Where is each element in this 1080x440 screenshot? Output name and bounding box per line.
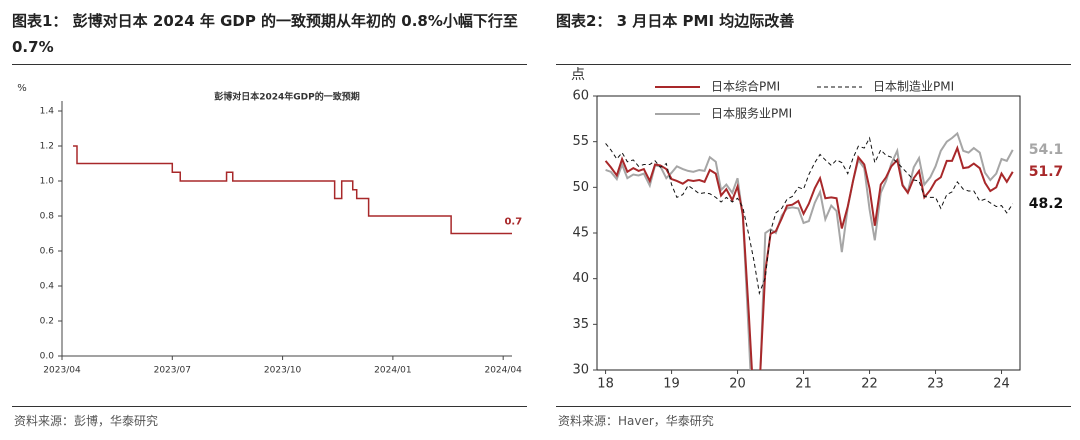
source-note: 资料来源：Haver，华泰研究 <box>558 414 714 428</box>
x-tick-label: 23 <box>927 377 944 392</box>
legend-label: 日本服务业PMI <box>711 106 792 121</box>
y-tick-label: 45 <box>572 226 589 241</box>
y-tick-label: 1.4 <box>40 107 55 117</box>
x-tick-label: 2024/04 <box>484 366 522 376</box>
y-axis-label: 点 <box>571 67 585 83</box>
x-tick-label: 21 <box>795 377 812 392</box>
x-tick-label: 20 <box>729 377 746 392</box>
x-tick-label: 2024/01 <box>374 366 411 376</box>
y-tick-label: 40 <box>572 271 589 286</box>
source-note: 资料来源：彭博，华泰研究 <box>14 414 159 428</box>
legend-label: 日本综合PMI <box>711 79 780 94</box>
y-tick-label: 60 <box>572 89 589 104</box>
x-tick-label: 18 <box>597 377 614 392</box>
header-rule <box>556 64 1071 65</box>
x-tick-label: 2023/07 <box>154 366 191 376</box>
series-line <box>73 145 512 235</box>
y-tick-label: 0.2 <box>40 317 54 327</box>
y-tick-label: 0.0 <box>40 352 55 362</box>
y-tick-label: 0.4 <box>40 282 55 292</box>
plot-frame <box>596 95 1021 371</box>
y-tick-label: 30 <box>572 363 589 378</box>
x-tick-label: 2023/10 <box>264 366 302 376</box>
x-tick-label: 24 <box>993 377 1010 392</box>
y-tick-label: 50 <box>572 180 589 195</box>
x-tick-label: 19 <box>663 377 680 392</box>
y-tick-label: 1.0 <box>40 177 55 187</box>
y-tick-label: 0.6 <box>40 247 55 257</box>
header-rule <box>12 64 527 65</box>
y-tick-label: 1.2 <box>40 142 54 152</box>
chart-title: 彭博对日本2024年GDP的一致预期 <box>214 91 360 103</box>
end-label: 0.7 <box>504 217 522 228</box>
y-tick-label: 35 <box>572 317 589 332</box>
series-line <box>605 131 1014 370</box>
x-tick-label: 2023/04 <box>43 366 81 376</box>
series-line <box>604 145 1014 370</box>
y-tick-label: 55 <box>572 134 589 149</box>
end-label: 51.7 <box>1029 164 1064 180</box>
chart-header: 图表1： 彭博对日本 2024 年 GDP 的一致预期从年初的 0.8%小幅下行… <box>12 12 518 56</box>
end-label: 54.1 <box>1029 142 1064 158</box>
y-axis-label: % <box>17 83 27 94</box>
footer-rule <box>556 406 1071 407</box>
legend-label: 日本制造业PMI <box>873 80 954 94</box>
series-line <box>605 136 1014 296</box>
chart-header: 图表2： 3 月日本 PMI 均边际改善 <box>556 12 795 30</box>
end-label: 48.2 <box>1029 196 1064 212</box>
footer-rule <box>12 406 527 407</box>
y-tick-label: 0.8 <box>40 212 55 222</box>
x-tick-label: 22 <box>861 377 878 392</box>
